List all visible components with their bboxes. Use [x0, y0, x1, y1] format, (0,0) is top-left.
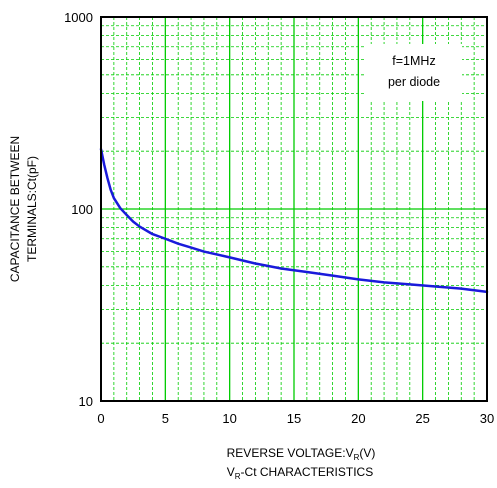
x-tick-label: 30: [480, 411, 494, 426]
chart-caption-rest: -Ct CHARACTERISTICS: [241, 465, 374, 479]
x-tick-label: 20: [351, 411, 365, 426]
x-axis-label: REVERSE VOLTAGE:VR(V): [227, 446, 376, 462]
x-axis-label-main: REVERSE VOLTAGE:V: [227, 446, 354, 460]
x-tick-label: 15: [287, 411, 301, 426]
chart-caption-main: V: [227, 465, 235, 479]
annotation-box: f=1MHz per diode: [366, 44, 462, 101]
y-tick-label: 100: [71, 202, 93, 217]
x-axis-label-unit: (V): [359, 446, 375, 460]
y-tick-label: 10: [79, 394, 93, 409]
x-tick-label: 25: [415, 411, 429, 426]
x-tick-label: 10: [222, 411, 236, 426]
tick-labels: 0 5 10 15 20 25 30 10 100 1000: [64, 10, 494, 426]
series-line-0: [99, 147, 489, 294]
chart-caption-subscript: R: [235, 472, 241, 481]
annotation-frequency: f=1MHz: [392, 54, 435, 68]
y-axis-label-line2: TERMINALS:Ct(pF): [25, 156, 39, 262]
y-tick-label: 1000: [64, 10, 93, 25]
y-axis-label-line1: CAPACITANCE BETWEEN: [8, 136, 22, 282]
plot-frame: [100, 16, 488, 402]
x-tick-label: 0: [97, 411, 104, 426]
x-tick-label: 5: [162, 411, 169, 426]
annotation-per-diode: per diode: [388, 75, 440, 89]
x-axis-label-subscript: R: [354, 453, 360, 462]
series-layer: [99, 147, 489, 294]
annotation-background: [366, 44, 462, 101]
chart-caption: VR-Ct CHARACTERISTICS: [227, 465, 373, 481]
